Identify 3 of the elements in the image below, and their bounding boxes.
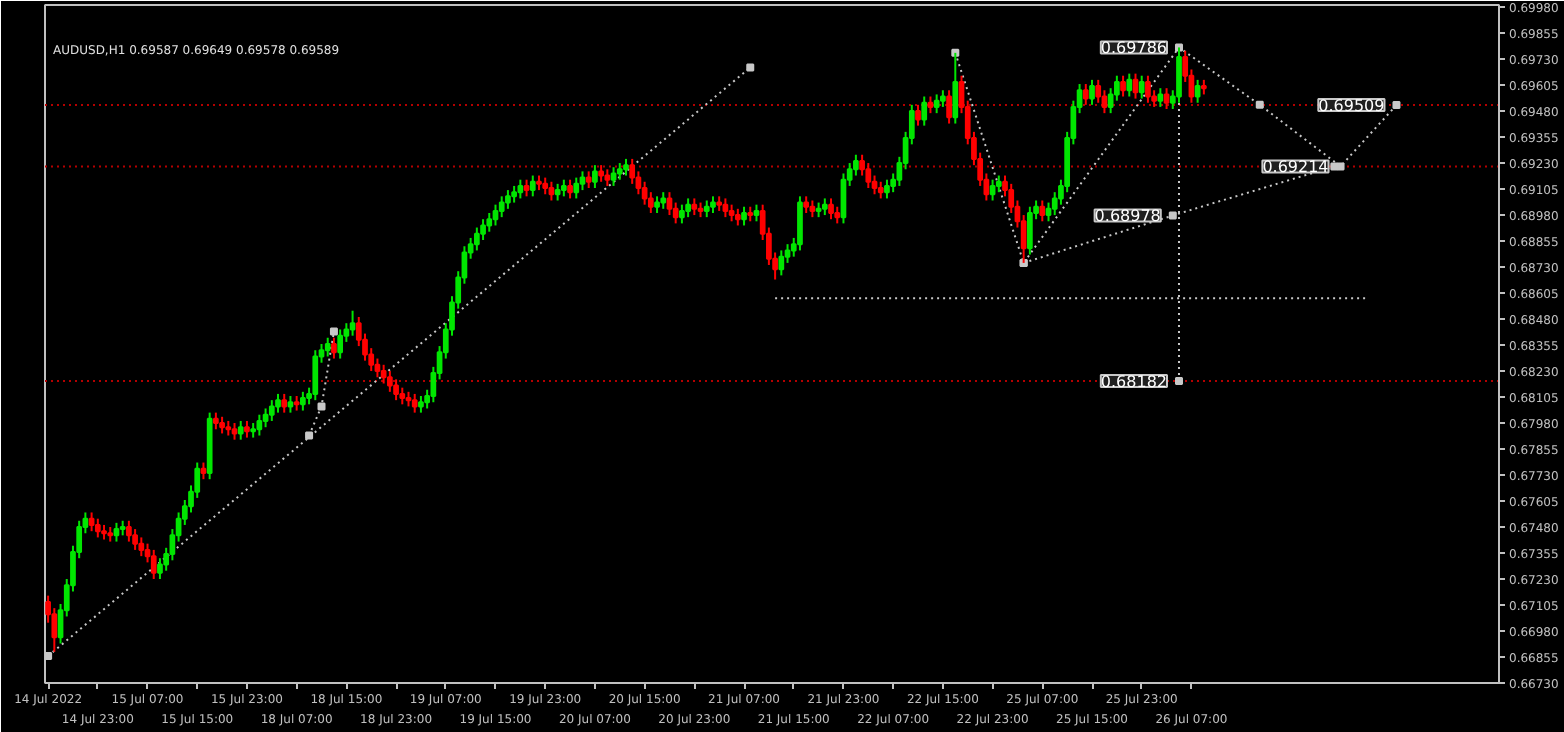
annotation: 0.68978	[1094, 207, 1161, 226]
annotation: 0.69786	[1100, 39, 1168, 58]
annotation: 0.69214	[1262, 158, 1329, 177]
